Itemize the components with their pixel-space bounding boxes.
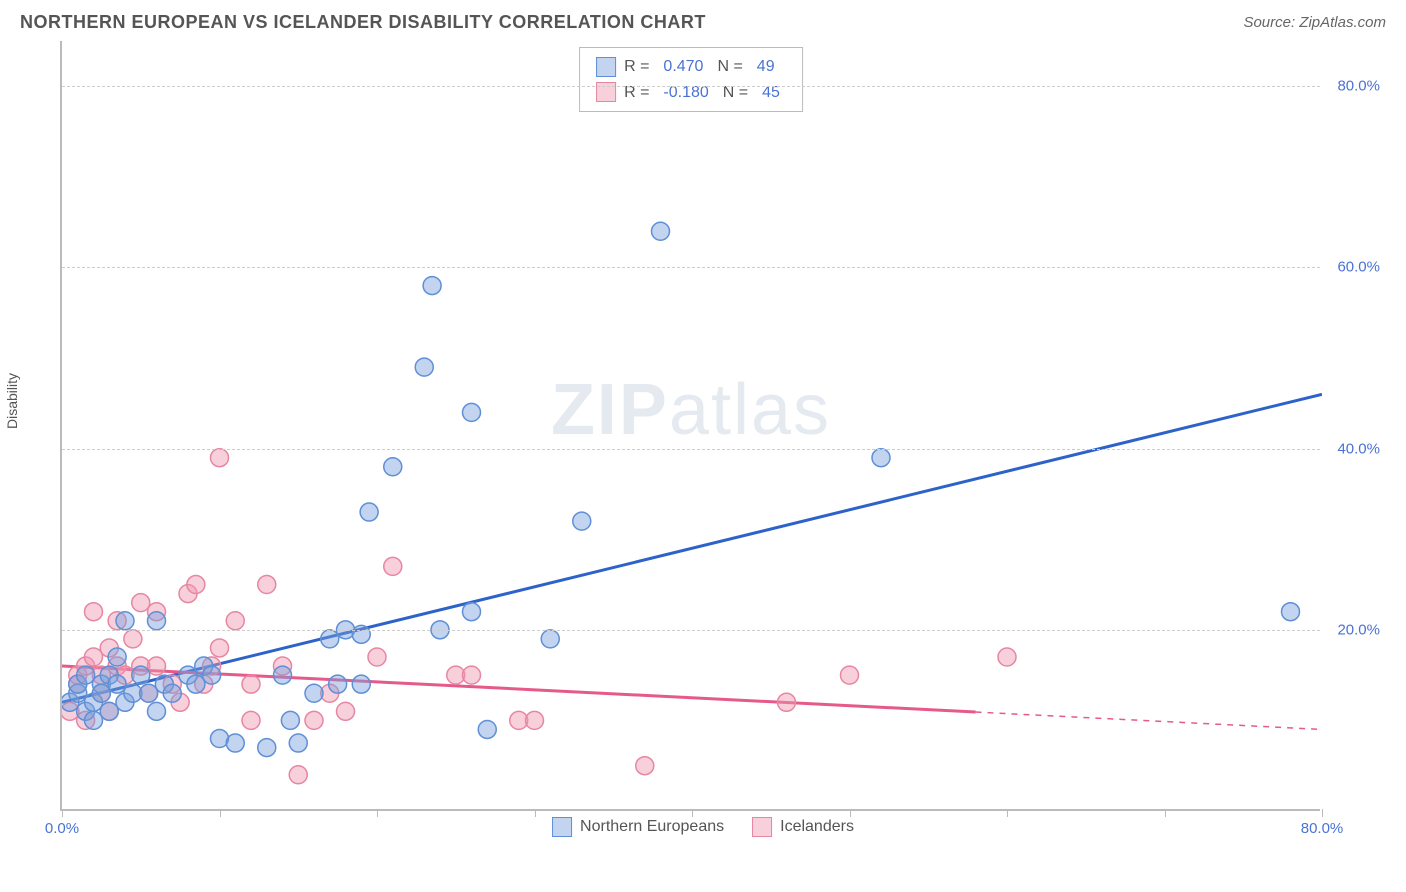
plot-area: ZIPatlas R = 0.470 N = 49 R = -0.180 N =… (60, 41, 1320, 811)
x-tick (1322, 809, 1323, 817)
x-tick-label-min: 0.0% (45, 820, 79, 837)
y-tick-label: 80.0% (1337, 78, 1380, 95)
x-tick (62, 809, 63, 817)
x-tick (1007, 809, 1008, 817)
legend-item-1: Icelanders (752, 817, 854, 837)
legend-swatch-icon (552, 817, 572, 837)
series-legend: Northern Europeans Icelanders (552, 817, 854, 837)
legend-label-1: Icelanders (780, 818, 854, 836)
y-tick-label: 60.0% (1337, 259, 1380, 276)
chart-header: NORTHERN EUROPEAN VS ICELANDER DISABILIT… (0, 0, 1406, 41)
x-tick (1165, 809, 1166, 817)
legend-swatch-icon (752, 817, 772, 837)
gridline (62, 630, 1320, 631)
chart-container: Disability ZIPatlas R = 0.470 N = 49 R =… (20, 41, 1386, 861)
source-attribution: Source: ZipAtlas.com (1243, 14, 1386, 31)
gridline (62, 267, 1320, 268)
y-tick-label: 20.0% (1337, 621, 1380, 638)
gridline (62, 86, 1320, 87)
x-tick (850, 809, 851, 817)
x-tick-label-max: 80.0% (1301, 820, 1344, 837)
x-tick (220, 809, 221, 817)
x-tick (535, 809, 536, 817)
y-axis-label: Disability (4, 373, 20, 429)
chart-title: NORTHERN EUROPEAN VS ICELANDER DISABILIT… (20, 12, 706, 33)
legend-item-0: Northern Europeans (552, 817, 724, 837)
scatter-svg (62, 41, 1322, 811)
legend-label-0: Northern Europeans (580, 818, 724, 836)
x-tick (692, 809, 693, 817)
gridline (62, 449, 1320, 450)
x-tick (377, 809, 378, 817)
y-tick-label: 40.0% (1337, 440, 1380, 457)
